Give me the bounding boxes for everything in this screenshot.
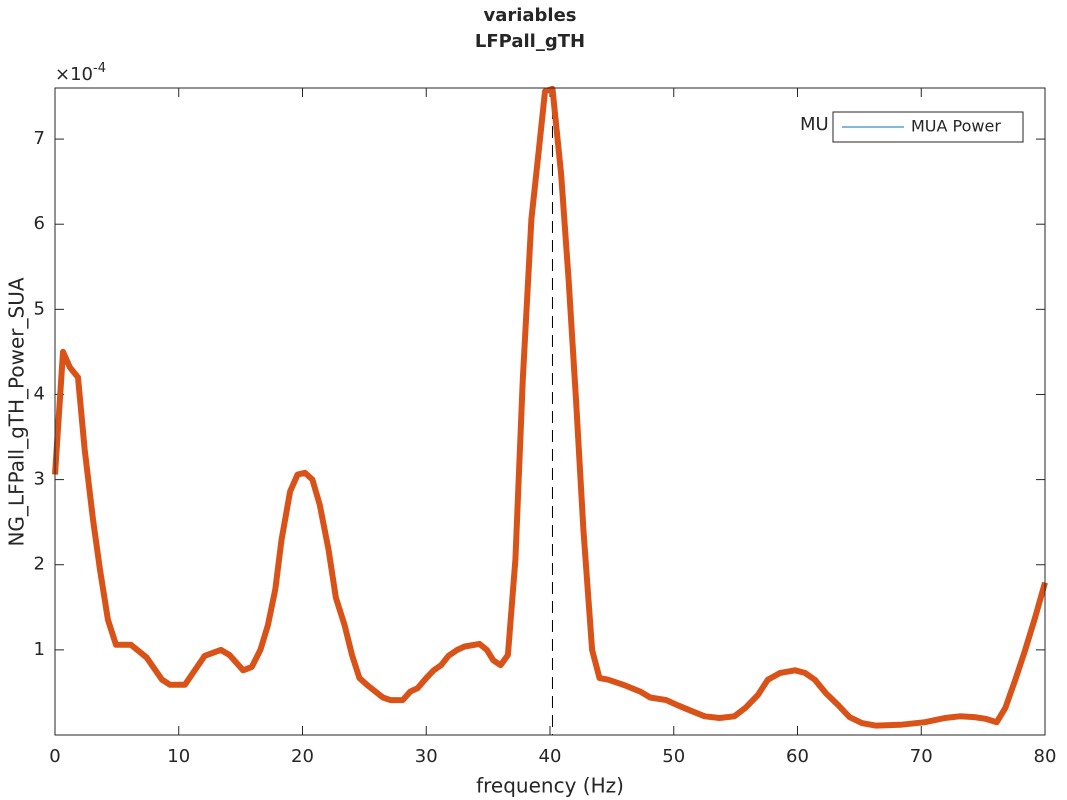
- x-tick-label: 30: [415, 746, 438, 767]
- x-tick-label: 80: [1034, 746, 1057, 767]
- x-tick-label: 70: [910, 746, 933, 767]
- y-tick-label: 6: [34, 213, 45, 234]
- multiplier-base: ×10: [55, 64, 93, 85]
- x-tick-label: 40: [539, 746, 562, 767]
- y-tick-label: 4: [34, 383, 45, 404]
- y-tick-label: 3: [34, 469, 45, 490]
- y-axis-label: NG_LFPall_gTH_Power_SUA: [5, 277, 29, 546]
- y-tick-label: 1: [34, 639, 45, 660]
- y-multiplier: ×10-4: [55, 61, 106, 86]
- legend-overlap-text: MU: [800, 114, 829, 135]
- data-line: [52, 85, 1048, 729]
- x-tick-label: 60: [786, 746, 809, 767]
- legend-label: MUA Power: [911, 117, 1001, 136]
- y-tick-label: 7: [34, 128, 45, 149]
- x-tick-label: 50: [662, 746, 685, 767]
- y-tick-label: 5: [34, 298, 45, 319]
- x-axis-label: frequency (Hz): [476, 774, 624, 798]
- x-tick-label: 20: [291, 746, 314, 767]
- x-tick-label: 0: [49, 746, 60, 767]
- chart-subtitle: LFPall_gTH: [475, 31, 585, 52]
- multiplier-exponent: -4: [93, 61, 106, 76]
- x-tick-label: 10: [167, 746, 190, 767]
- chart-title: variables: [483, 5, 576, 26]
- axes-box: [54, 87, 1046, 736]
- plot-area: [55, 88, 1045, 735]
- y-tick-label: 2: [34, 554, 45, 575]
